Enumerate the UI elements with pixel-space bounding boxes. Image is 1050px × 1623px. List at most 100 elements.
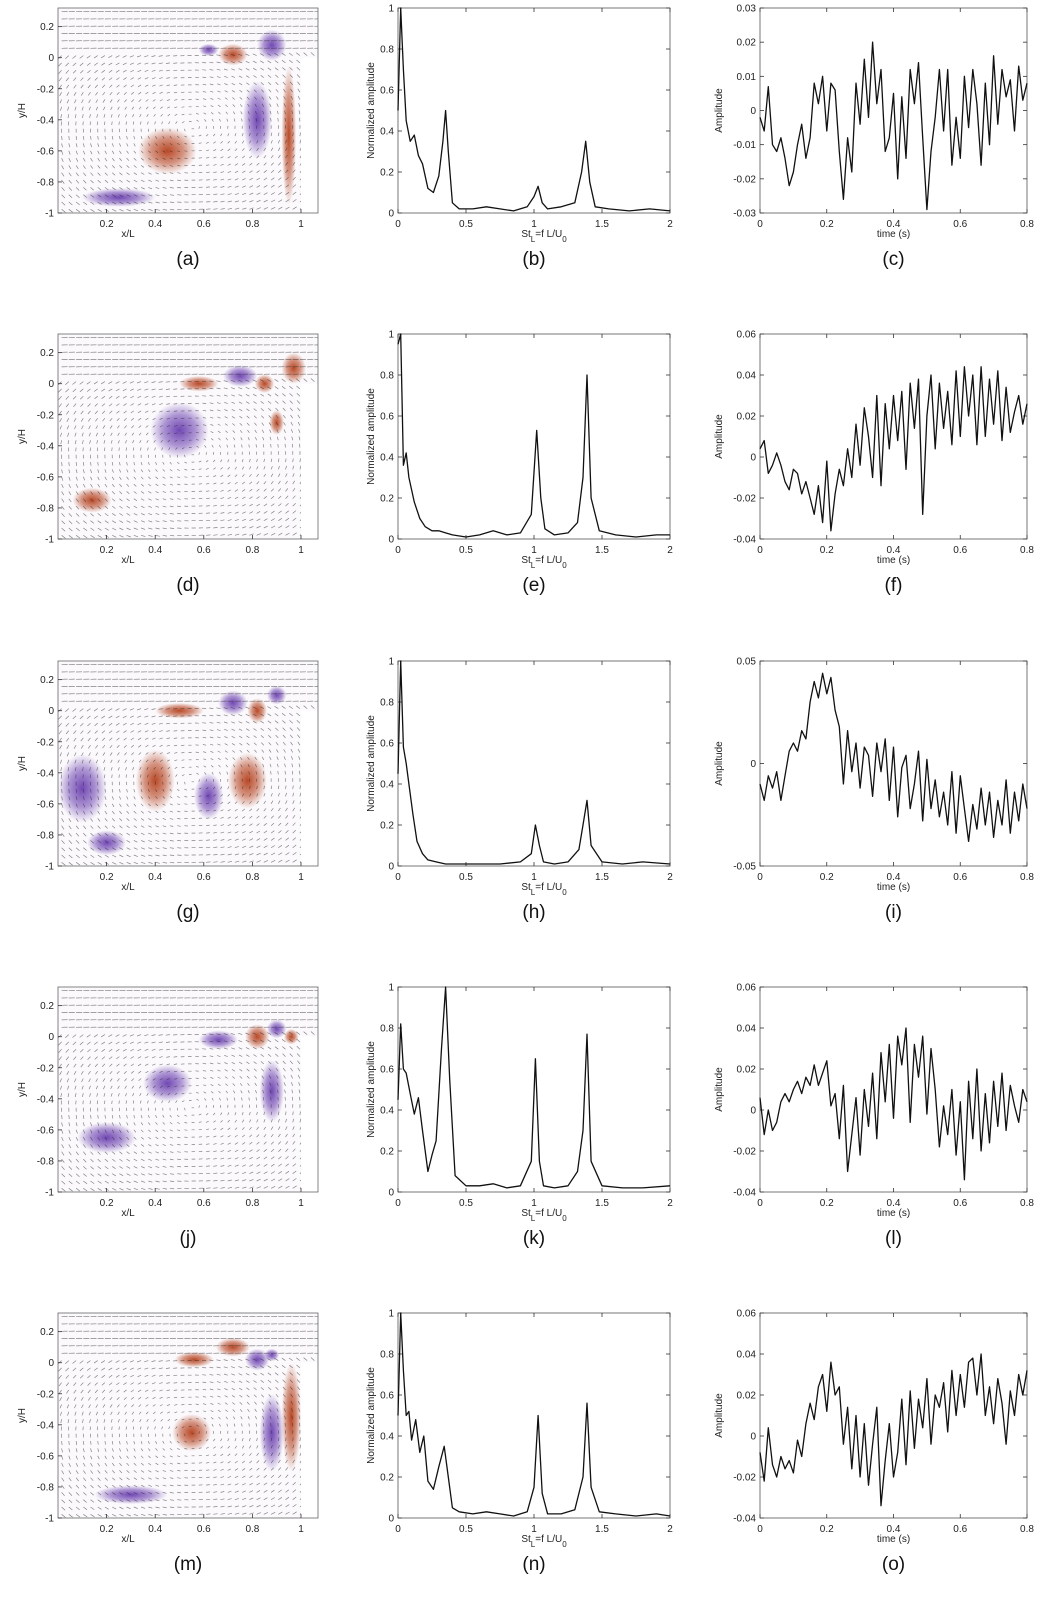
panel-label: (c) [882, 249, 904, 270]
signal-panel: 0 0.2 0.4 0.6 0.8 -0.04 -0.02 0 0.02 0.04 0.06 time… [714, 330, 1034, 597]
x-axis-label: StL=f L/U0 [521, 1208, 567, 1223]
x-axis-label: StL=f L/U0 [521, 882, 567, 897]
plot-frame [759, 1312, 1028, 1519]
y-tick-label: 1 [388, 657, 394, 668]
x-axis-label: StL=f L/U0 [521, 229, 567, 244]
y-tick-label: 0.4 [380, 1106, 394, 1117]
y-tick-label: 0.6 [380, 86, 394, 97]
panel-label: (e) [522, 575, 545, 596]
y-tick-label: 0 [750, 106, 756, 117]
x-tick-label: 0.4 [887, 219, 901, 230]
x-tick-label: 0.2 [820, 1524, 834, 1535]
x-tick-label: 0 [395, 872, 401, 883]
cavity-wall [300, 1362, 318, 1518]
velocity-vectors [58, 11, 318, 213]
y-tick-label: 0.02 [737, 38, 757, 49]
panel-label: (h) [522, 902, 545, 923]
signal-panel: 0 0.2 0.4 0.6 0.8 -0.04 -0.02 0 0.02 0.04 0.06 time… [714, 983, 1034, 1250]
y-tick-label: -0.4 [37, 441, 55, 452]
x-axis-label: x/L [121, 1208, 135, 1219]
x-tick-label: 1 [298, 1198, 304, 1209]
y-tick-label: 0 [750, 1106, 756, 1117]
y-axis-label: y/H [17, 1408, 28, 1423]
positive-vortex [155, 702, 204, 719]
y-tick-label: -0.2 [37, 410, 55, 421]
y-tick-label: 0.02 [737, 1391, 757, 1402]
negative-vortex [198, 43, 219, 57]
positive-vortex [218, 43, 248, 66]
x-tick-label: 0.6 [953, 1198, 967, 1209]
x-tick-label: 0.2 [100, 545, 114, 556]
y-tick-label: -0.8 [37, 1156, 55, 1167]
panel-label: (d) [176, 575, 199, 596]
x-tick-label: 0.5 [459, 219, 473, 230]
y-tick-label: 0.8 [380, 45, 394, 56]
x-tick-label: 0.8 [1020, 1198, 1034, 1209]
y-tick-label: 0.04 [737, 1024, 757, 1035]
y-tick-label: -0.8 [37, 177, 55, 188]
x-tick-label: 0.5 [459, 1198, 473, 1209]
x-tick-label: 0.8 [245, 1524, 259, 1535]
vorticity-field [58, 8, 318, 213]
x-tick-label: 0.8 [1020, 545, 1034, 556]
y-tick-label: -0.02 [733, 174, 756, 185]
y-axis-label: Amplitude [714, 1393, 725, 1438]
x-tick-label: 0.6 [197, 545, 211, 556]
vorticity-field [58, 987, 318, 1192]
y-tick-label: -1 [45, 1188, 54, 1199]
negative-vortex [150, 402, 209, 459]
y-axis-label: Normalized amplitude [366, 1041, 377, 1138]
vorticity-field [58, 661, 318, 866]
field-frame [57, 986, 319, 1193]
x-tick-label: 0 [395, 1198, 401, 1209]
cavity-wall [300, 1036, 318, 1192]
y-tick-label: -0.4 [37, 768, 55, 779]
x-tick-label: 2 [667, 872, 673, 883]
x-axis-label: x/L [121, 555, 135, 566]
field-panel: 0.2 0.4 0.6 0.8 1 0.2 0 -0.2 -0.4 -0.6 -0.8 -1 x/L y/… [17, 333, 319, 596]
positive-vortex [138, 127, 197, 175]
negative-vortex [94, 1485, 168, 1505]
y-tick-label: 0.4 [380, 780, 394, 791]
y-axis-label: y/H [17, 429, 28, 444]
x-tick-label: 0.4 [148, 872, 162, 883]
x-tick-label: 1 [531, 872, 537, 883]
y-tick-label: -0.02 [733, 1147, 756, 1158]
positive-vortex [281, 352, 306, 384]
spectrum-line [397, 7, 671, 212]
positive-vortex [228, 752, 267, 809]
x-axis-label: x/L [121, 882, 135, 893]
y-tick-label: 0 [750, 759, 756, 770]
y-tick-label: -0.02 [733, 1473, 756, 1484]
y-tick-label: 0 [48, 379, 54, 390]
y-tick-label: 0.6 [380, 1065, 394, 1076]
x-tick-label: 0.4 [887, 1198, 901, 1209]
x-tick-label: 0.6 [953, 1524, 967, 1535]
x-tick-label: 1 [298, 219, 304, 230]
y-axis-label: y/H [17, 756, 28, 771]
y-axis-label: Normalized amplitude [366, 715, 377, 812]
spectrum-line [397, 660, 671, 865]
x-tick-label: 1.5 [595, 872, 609, 883]
y-tick-label: -0.04 [733, 535, 756, 546]
negative-vortex [264, 1348, 280, 1362]
y-axis-label: Amplitude [714, 1067, 725, 1112]
x-axis-label: StL=f L/U0 [521, 555, 567, 570]
y-tick-label: 0.2 [40, 675, 54, 686]
y-axis-label: y/H [17, 103, 28, 118]
y-tick-label: -0.2 [37, 1063, 55, 1074]
x-tick-label: 0.8 [1020, 872, 1034, 883]
x-tick-label: 1 [298, 1524, 304, 1535]
y-axis-label: y/H [17, 1082, 28, 1097]
x-tick-label: 0.8 [1020, 1524, 1034, 1535]
y-tick-label: -0.05 [733, 862, 756, 873]
velocity-vectors [58, 337, 318, 539]
x-tick-label: 0.2 [100, 872, 114, 883]
y-tick-label: -0.8 [37, 830, 55, 841]
panel-label: (f) [885, 575, 903, 596]
panel-label: (a) [176, 249, 199, 270]
x-tick-label: 0.4 [887, 1524, 901, 1535]
